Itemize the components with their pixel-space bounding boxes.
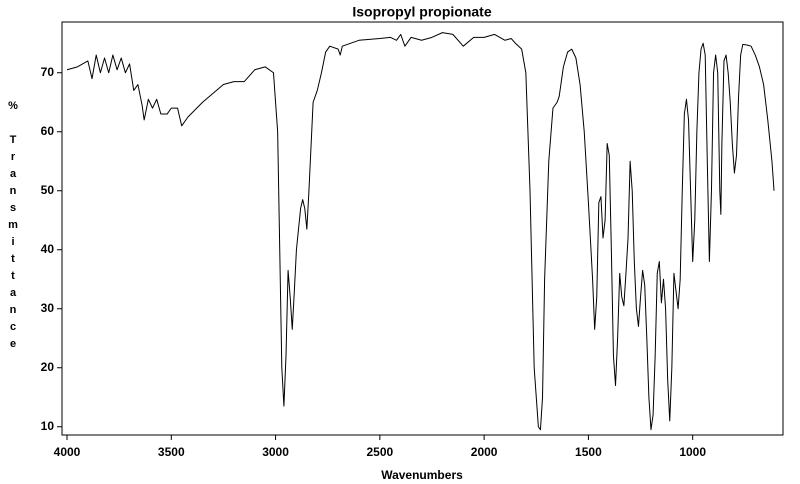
plot-frame <box>61 21 784 436</box>
x-tick-label: 3500 <box>158 445 185 459</box>
x-tick-label: 4000 <box>54 445 81 459</box>
x-axis-label: Wavenumbers <box>381 468 463 482</box>
y-tick-label: 50 <box>41 183 55 197</box>
y-tick-label: 20 <box>41 360 55 374</box>
spectrum-line <box>66 32 775 431</box>
y-tick-label: 30 <box>41 301 55 315</box>
y-tick-label: 70 <box>41 65 55 79</box>
y-axis-label: % Transmittance <box>7 100 19 355</box>
x-tick-label: 2500 <box>366 445 393 459</box>
x-tick-label: 2000 <box>471 445 498 459</box>
y-tick-label: 40 <box>41 242 55 256</box>
x-tick-label: 1500 <box>575 445 602 459</box>
x-tick-label: 3000 <box>262 445 289 459</box>
chart-title: Isopropyl propionate <box>352 4 491 20</box>
y-tick-label: 10 <box>41 419 55 433</box>
y-tick-label: 60 <box>41 124 55 138</box>
x-tick-label: 1000 <box>679 445 706 459</box>
